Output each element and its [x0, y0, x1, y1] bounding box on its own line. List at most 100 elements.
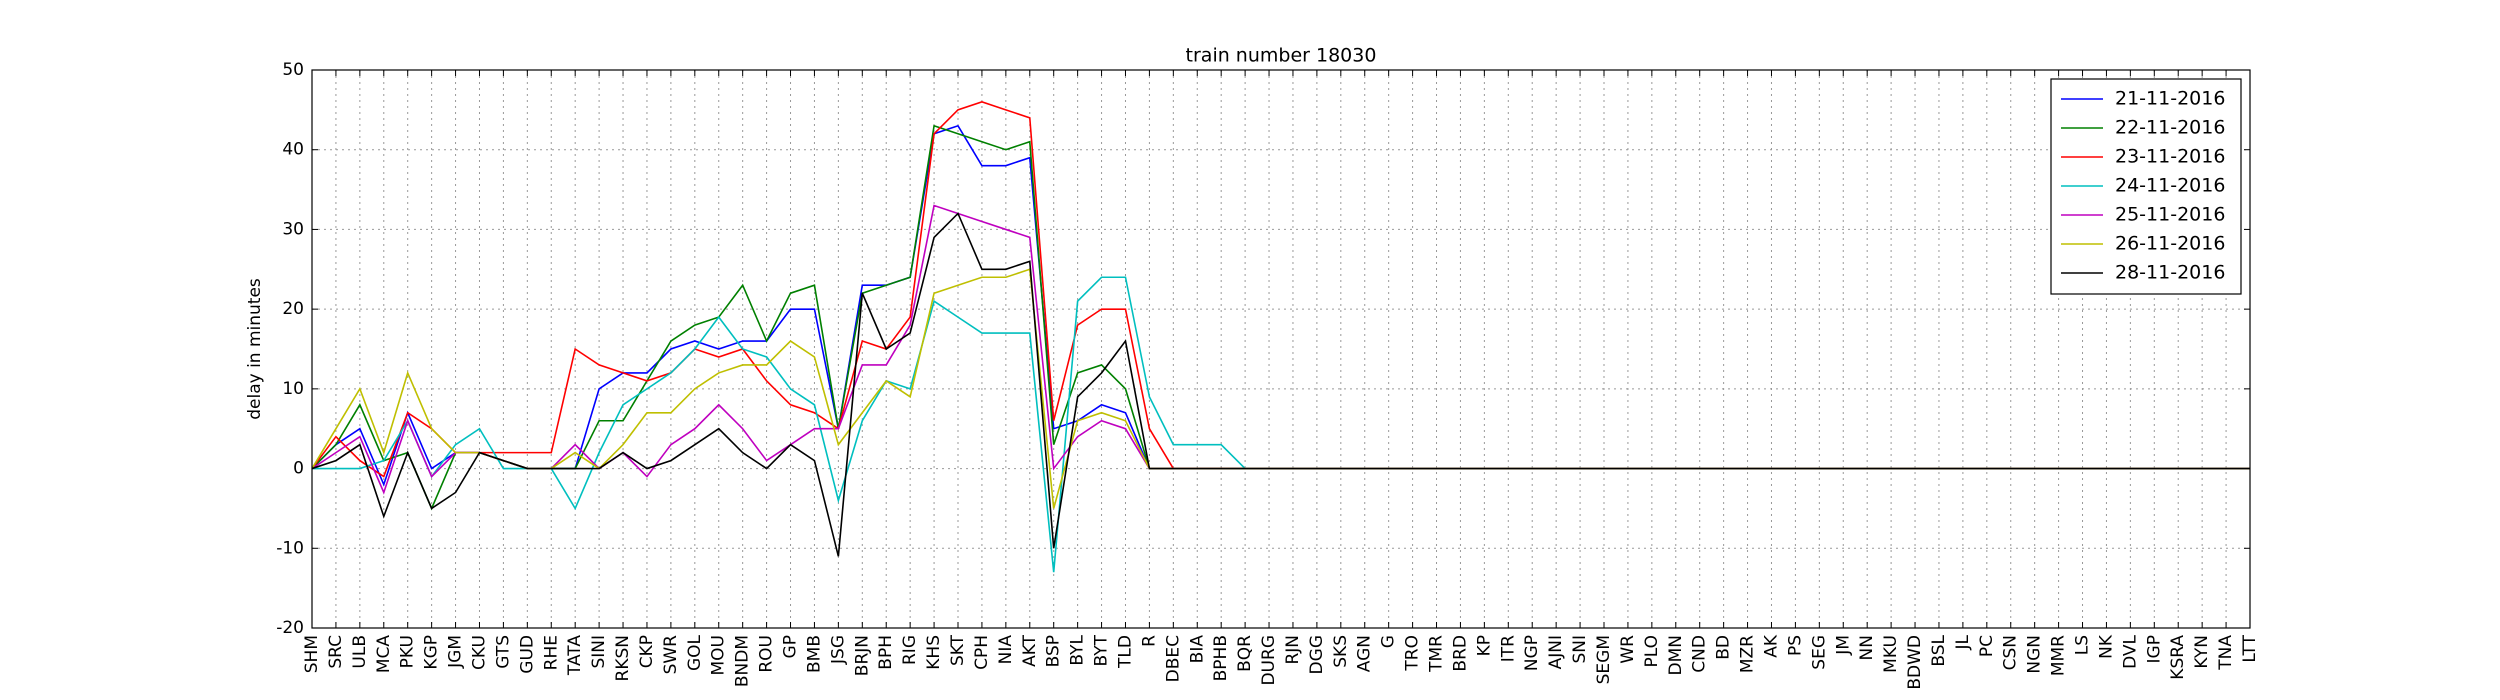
x-tick-label: NK [2096, 634, 2116, 659]
x-tick-label: TNA [2216, 635, 2236, 671]
x-tick-label: RKSN [613, 635, 633, 681]
x-tick-label: NGP [1522, 635, 1542, 671]
x-tick-label: PC [1977, 635, 1997, 657]
y-tick-label: 0 [293, 459, 304, 479]
x-tick-label: SINI [589, 635, 609, 669]
x-tick-label: ROU [757, 635, 777, 673]
x-tick-label: BRJN [852, 635, 872, 676]
y-tick-label: 20 [282, 299, 304, 319]
x-tick-label: AJNI [1546, 635, 1566, 669]
x-tick-label: NGN [2025, 635, 2045, 674]
legend-label: 24-11-2016 [2115, 175, 2225, 197]
x-tick-label: IGP [2144, 635, 2164, 663]
x-tick-label: TLD [1115, 635, 1135, 669]
x-tick-label: CPH [972, 635, 992, 670]
x-tick-label: AGN [1355, 635, 1375, 672]
x-tick-label: GTS [493, 635, 513, 669]
legend-label: 25-11-2016 [2115, 204, 2225, 226]
x-tick-label: CKP [637, 635, 657, 668]
x-tick-label: SRC [326, 635, 346, 669]
x-tick-label: BDWD [1905, 635, 1925, 690]
x-tick-label: DGG [1307, 635, 1327, 674]
x-tick-label: NN [1857, 635, 1877, 660]
x-tick-label: ITR [1498, 635, 1518, 662]
x-tick-label: TRO [1403, 635, 1423, 672]
x-tick-label: R [1139, 635, 1159, 647]
x-tick-label: ULB [350, 635, 370, 669]
x-tick-label: KSRA [2168, 635, 2188, 680]
series-line [311, 212, 2250, 557]
x-tick-label: PKU [398, 635, 418, 668]
x-tick-label: SEG [1809, 635, 1829, 670]
x-tick-label: DMN [1666, 635, 1686, 675]
x-tick-label: JSG [828, 635, 848, 665]
x-tick-label: DVL [2120, 634, 2140, 668]
y-tick-label: 50 [282, 60, 304, 80]
x-tick-label: RHE [541, 635, 561, 670]
x-tick-label: MMR [2049, 635, 2069, 676]
x-tick-label: PLO [1642, 635, 1662, 668]
x-tick-label: JGM [446, 635, 466, 669]
y-tick-label: -10 [276, 538, 304, 558]
y-axis-label: delay in minutes [245, 278, 265, 420]
x-tick-label: NIA [996, 635, 1016, 665]
plot-frame [311, 69, 2251, 629]
y-tick-label: 10 [282, 379, 304, 399]
x-tick-label: DURG [1259, 635, 1279, 686]
x-tick-label: BYT [1092, 634, 1112, 666]
x-tick-label: BMB [804, 635, 824, 673]
x-tick-label: SEGM [1594, 635, 1614, 684]
x-tick-label: DBEC [1163, 635, 1183, 682]
x-tick-label: LTT [2240, 634, 2260, 662]
y-tick-label: -20 [276, 618, 304, 638]
chart-title: train number 18030 [1186, 45, 1377, 67]
legend-label: 21-11-2016 [2115, 88, 2225, 110]
x-tick-label: TATA [565, 635, 585, 676]
x-tick-label: MKU [1881, 635, 1901, 673]
x-tick-label: BRD [1450, 635, 1470, 672]
x-tick-label: RIG [900, 635, 920, 665]
x-tick-label: WR [1618, 635, 1638, 664]
y-tick-label: 30 [282, 219, 304, 239]
x-tick-label: JL [1953, 634, 1973, 650]
legend-label: 23-11-2016 [2115, 146, 2225, 168]
y-tick-label: 40 [282, 140, 304, 160]
x-tick-label: BQR [1235, 635, 1255, 672]
x-tick-label: CKU [469, 635, 489, 670]
x-tick-label: G [1379, 635, 1399, 648]
x-tick-label: MOU [709, 635, 729, 676]
x-tick-label: SKT [948, 634, 968, 666]
x-tick-label: SNI [1570, 635, 1590, 664]
x-tick-label: JM [1833, 635, 1853, 656]
x-tick-label: AK [1761, 634, 1781, 658]
x-tick-label: SWR [661, 635, 681, 675]
x-tick-label: GP [781, 635, 801, 658]
x-tick-label: KGP [422, 635, 442, 670]
x-tick-label: LS [2073, 635, 2093, 655]
x-tick-label: KHS [924, 635, 944, 670]
x-tick-label: BD [1714, 635, 1734, 660]
x-tick-label: RJN [1283, 635, 1303, 665]
x-tick-label: KP [1474, 635, 1494, 656]
x-tick-label: BIA [1187, 635, 1207, 664]
x-tick-label: GOL [685, 634, 705, 671]
x-tick-label: BYL [1068, 634, 1088, 665]
x-tick-label: BSP [1044, 635, 1064, 667]
x-tick-label: BPH [876, 635, 896, 670]
x-tick-label: TMR [1427, 635, 1447, 673]
x-tick-label: CND [1690, 635, 1710, 673]
x-tick-label: BPHB [1211, 635, 1231, 681]
x-axis-label: stations along the route [1179, 698, 1383, 700]
x-tick-label: MZR [1738, 635, 1758, 673]
x-tick-label: AKT [1020, 634, 1040, 666]
x-tick-label: MCA [374, 635, 394, 674]
x-tick-label: KYN [2192, 635, 2212, 669]
x-tick-label: CSN [2001, 635, 2021, 670]
legend-label: 26-11-2016 [2115, 233, 2225, 255]
x-tick-label: BNDM [733, 635, 753, 687]
x-tick-label: SKS [1331, 635, 1351, 668]
x-tick-label: BSL [1929, 634, 1949, 666]
x-tick-label: GUD [517, 635, 537, 674]
